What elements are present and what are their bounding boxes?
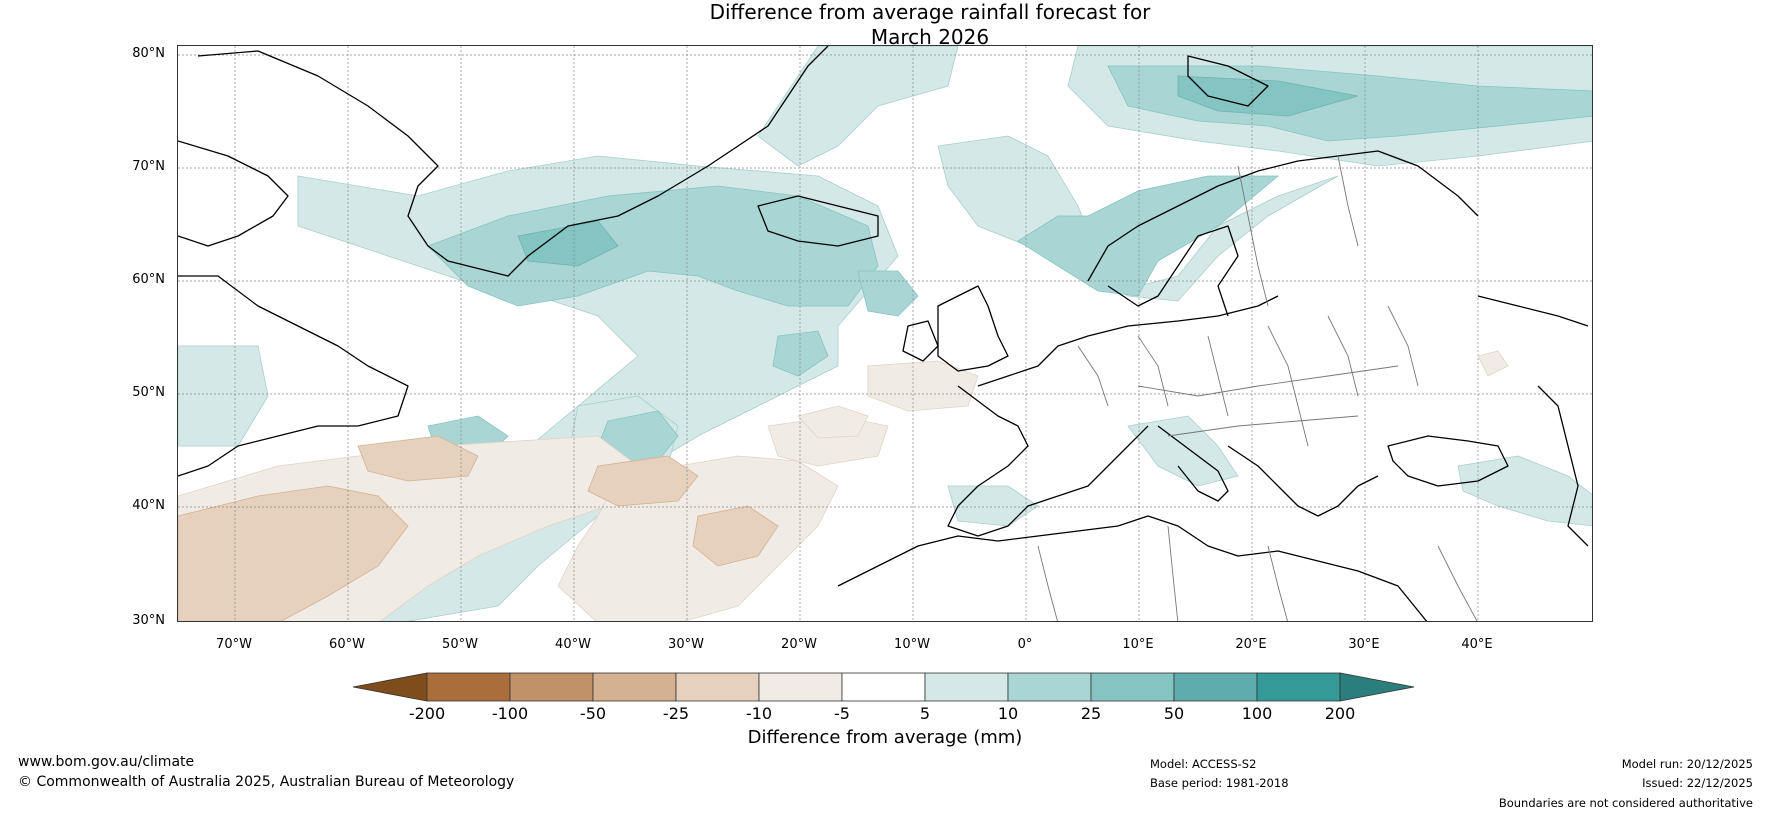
lat-label-70n: 70°N bbox=[132, 159, 165, 174]
colorbar-segment bbox=[924, 672, 1009, 702]
colorbar-tick: -10 bbox=[745, 704, 773, 723]
colorbar-segments bbox=[352, 672, 1415, 702]
map-title-line1: Difference from average rainfall forecas… bbox=[709, 0, 1151, 24]
dry-anomaly-light bbox=[178, 350, 1509, 621]
colorbar bbox=[352, 672, 1415, 702]
colorbar-tick: 10 bbox=[997, 704, 1019, 723]
lon-label-40e: 40°E bbox=[1461, 637, 1493, 652]
map-title: Difference from average rainfall forecas… bbox=[630, 0, 1230, 50]
colorbar-extend-low bbox=[352, 672, 428, 702]
lat-label-50n: 50°N bbox=[132, 385, 165, 400]
lat-label-60n: 60°N bbox=[132, 272, 165, 287]
rainfall-anomaly-map bbox=[177, 45, 1593, 622]
colorbar-segment bbox=[758, 672, 843, 702]
footer-base-period: Base period: 1981-2018 bbox=[1150, 776, 1289, 790]
lon-label-50w: 50°W bbox=[442, 637, 478, 652]
lon-label-30w: 30°W bbox=[668, 637, 704, 652]
lat-label-80n: 80°N bbox=[132, 46, 165, 61]
colorbar-tick: 100 bbox=[1241, 704, 1273, 723]
colorbar-tick: -100 bbox=[491, 704, 529, 723]
colorbar-segment bbox=[675, 672, 760, 702]
colorbar-segment bbox=[841, 672, 926, 702]
colorbar-extend-high bbox=[1339, 672, 1415, 702]
colorbar-segment bbox=[426, 672, 511, 702]
colorbar-segment bbox=[509, 672, 594, 702]
map-canvas bbox=[178, 46, 1592, 621]
colorbar-label: Difference from average (mm) bbox=[747, 727, 1023, 748]
lon-label-10w: 10°W bbox=[894, 637, 930, 652]
colorbar-segment bbox=[1007, 672, 1092, 702]
colorbar-tick: -50 bbox=[579, 704, 607, 723]
footer-copyright: © Commonwealth of Australia 2025, Austra… bbox=[18, 774, 515, 790]
colorbar-segment bbox=[1090, 672, 1175, 702]
footer-disclaimer: Boundaries are not considered authoritat… bbox=[1498, 796, 1753, 810]
colorbar-tick: 25 bbox=[1080, 704, 1102, 723]
colorbar-segment bbox=[1256, 672, 1341, 702]
footer-website: www.bom.gov.au/climate bbox=[18, 754, 195, 770]
country-borders bbox=[1037, 155, 1478, 621]
lon-label-0: 0° bbox=[1017, 637, 1033, 652]
colorbar-tick: 50 bbox=[1163, 704, 1185, 723]
lon-label-30e: 30°E bbox=[1348, 637, 1380, 652]
footer-model-run: Model run: 20/12/2025 bbox=[1621, 757, 1753, 771]
colorbar-tick: -5 bbox=[834, 704, 850, 723]
footer-model: Model: ACCESS-S2 bbox=[1150, 757, 1257, 771]
colorbar-tick: -200 bbox=[408, 704, 446, 723]
lon-label-20w: 20°W bbox=[781, 637, 817, 652]
lat-label-40n: 40°N bbox=[132, 498, 165, 513]
colorbar-segment bbox=[1173, 672, 1258, 702]
wet-anomaly-strong bbox=[517, 75, 1359, 267]
graticule bbox=[178, 46, 1592, 621]
dry-anomaly-medium bbox=[178, 435, 779, 621]
lat-label-30n: 30°N bbox=[132, 613, 165, 628]
colorbar-tick: 5 bbox=[919, 704, 931, 723]
lon-label-20e: 20°E bbox=[1235, 637, 1267, 652]
coastlines bbox=[178, 46, 1589, 621]
colorbar-tick: -25 bbox=[662, 704, 690, 723]
lon-label-40w: 40°W bbox=[555, 637, 591, 652]
lon-label-70w: 70°W bbox=[216, 637, 252, 652]
colorbar-segment bbox=[592, 672, 677, 702]
colorbar-tick: 200 bbox=[1324, 704, 1356, 723]
footer-issued: Issued: 22/12/2025 bbox=[1642, 776, 1753, 790]
lon-label-60w: 60°W bbox=[329, 637, 365, 652]
lon-label-10e: 10°E bbox=[1122, 637, 1154, 652]
